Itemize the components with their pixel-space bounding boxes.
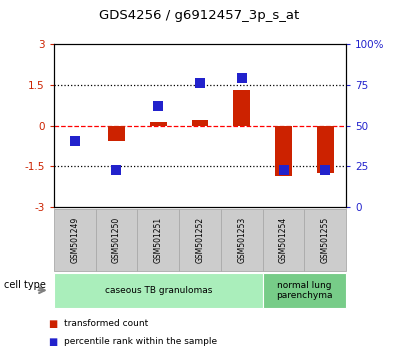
Text: cell type: cell type (4, 280, 46, 290)
Bar (150, 122, 166, 126)
Text: transformed count: transformed count (64, 319, 148, 329)
Text: GDS4256 / g6912457_3p_s_at: GDS4256 / g6912457_3p_s_at (99, 9, 299, 22)
Bar (275, 126, 292, 176)
Bar (191, 120, 208, 126)
Text: ■: ■ (48, 337, 57, 347)
Text: percentile rank within the sample: percentile rank within the sample (64, 337, 217, 346)
Text: normal lung
parenchyma: normal lung parenchyma (276, 281, 333, 300)
Text: GSM501252: GSM501252 (195, 217, 205, 263)
Text: GSM501253: GSM501253 (237, 217, 246, 263)
Text: GSM501255: GSM501255 (321, 217, 330, 263)
Text: GSM501250: GSM501250 (112, 217, 121, 263)
Text: caseous TB granulomas: caseous TB granulomas (105, 286, 212, 295)
Text: GSM501251: GSM501251 (154, 217, 163, 263)
Text: GSM501254: GSM501254 (279, 217, 288, 263)
Text: ■: ■ (48, 319, 57, 329)
Bar (317, 126, 334, 173)
Bar (233, 90, 250, 126)
Bar (108, 126, 125, 141)
Text: GSM501249: GSM501249 (70, 217, 79, 263)
